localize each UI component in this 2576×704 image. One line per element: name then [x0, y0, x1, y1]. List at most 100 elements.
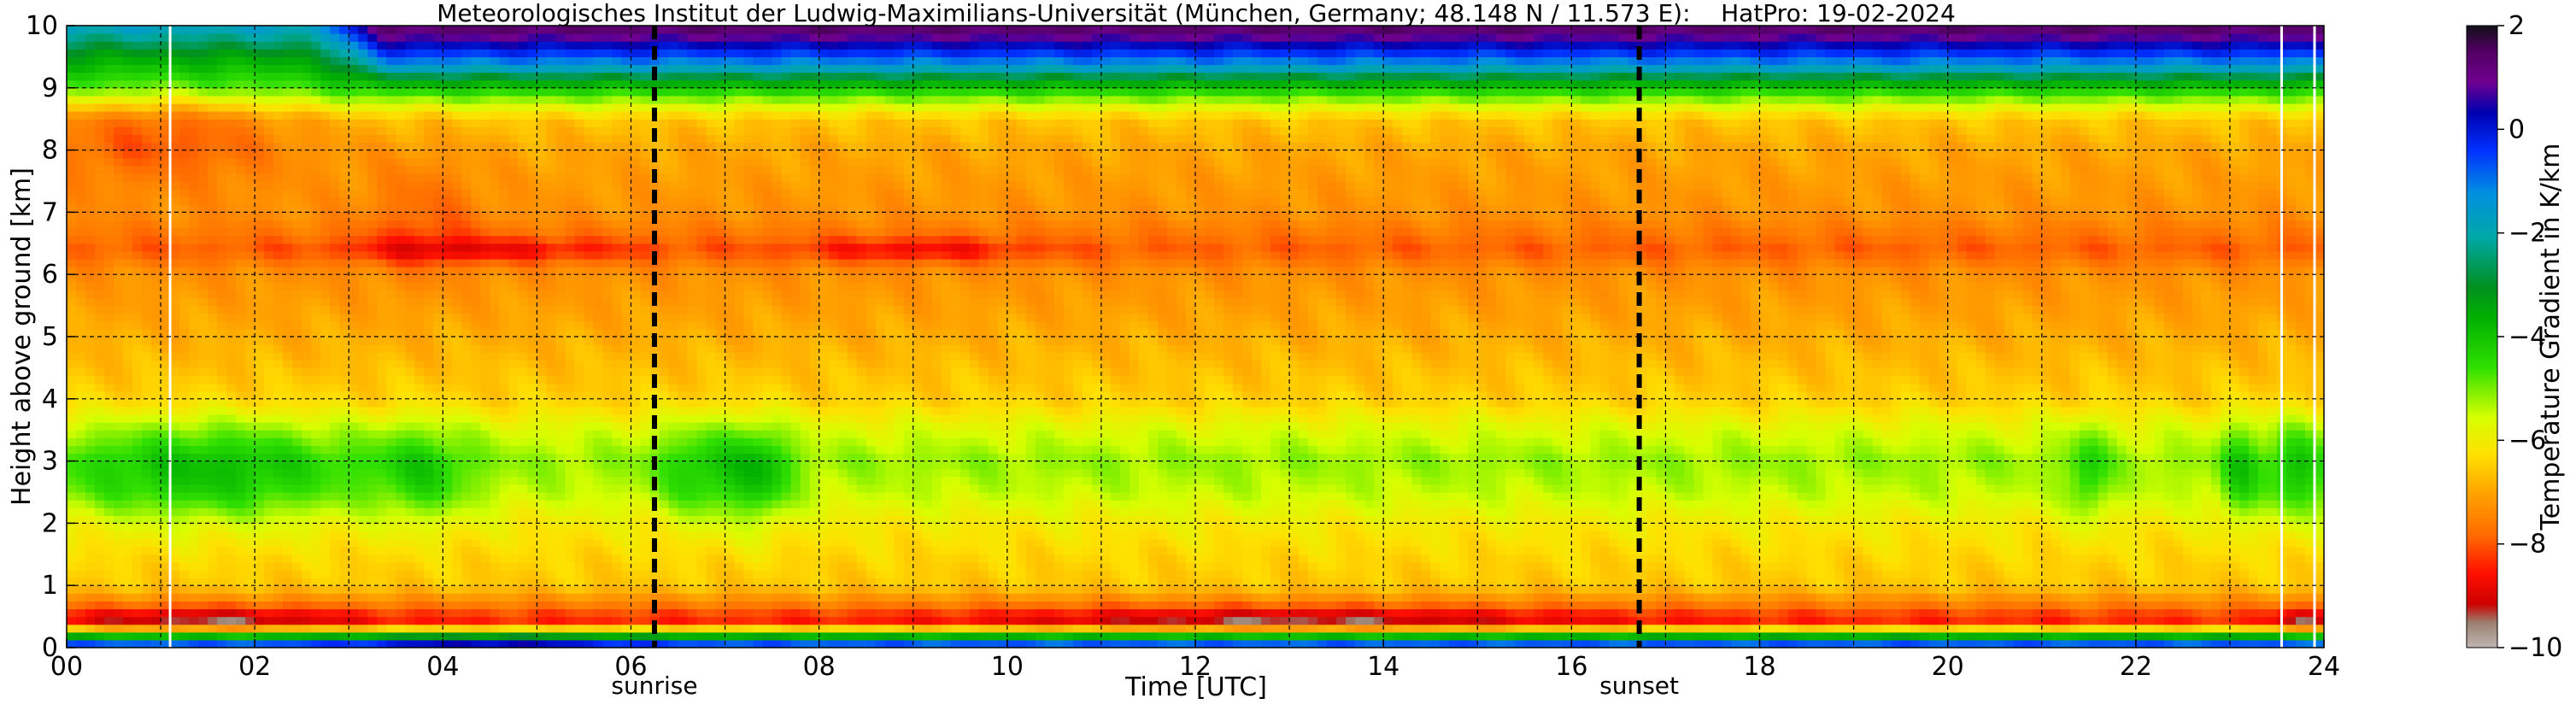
heatmap-cell	[584, 531, 595, 540]
heatmap-cell	[424, 305, 434, 314]
heatmap-cell	[443, 181, 453, 190]
heatmap-cell	[189, 259, 199, 267]
heatmap-cell	[602, 173, 613, 182]
heatmap-cell	[95, 507, 105, 516]
heatmap-cell	[292, 360, 302, 368]
heatmap-cell	[433, 631, 443, 641]
heatmap-cell	[358, 601, 368, 610]
heatmap-cell	[283, 87, 293, 97]
heatmap-cell	[151, 320, 161, 330]
heatmap-cell	[273, 320, 284, 330]
heatmap-cell	[236, 445, 246, 455]
heatmap-cell	[255, 212, 265, 221]
heatmap-cell	[574, 546, 585, 555]
heatmap-cell	[292, 422, 302, 431]
heatmap-cell	[132, 142, 143, 151]
heatmap-cell	[377, 103, 387, 112]
heatmap-cell	[584, 422, 595, 431]
heatmap-cell	[104, 390, 114, 400]
heatmap-cell	[245, 398, 255, 408]
heatmap-cell	[621, 282, 632, 290]
heatmap-cell	[377, 119, 387, 127]
heatmap-cell	[104, 414, 114, 423]
heatmap-cell	[217, 320, 227, 330]
heatmap-cell	[255, 56, 265, 66]
heatmap-cell	[245, 250, 255, 260]
heatmap-cell	[565, 608, 576, 618]
heatmap-cell	[320, 126, 331, 135]
heatmap-cell	[546, 290, 557, 299]
heatmap-cell	[302, 173, 312, 182]
heatmap-cell	[170, 157, 180, 167]
heatmap-cell	[584, 64, 595, 73]
heatmap-cell	[226, 297, 237, 307]
heatmap-cell	[367, 150, 378, 159]
heatmap-cell	[433, 390, 443, 400]
heatmap-cell	[414, 267, 425, 275]
heatmap-cell	[302, 157, 312, 167]
heatmap-cell	[593, 616, 604, 625]
heatmap-cell	[518, 531, 529, 540]
heatmap-cell	[320, 173, 331, 182]
heatmap-cell	[273, 313, 284, 322]
heatmap-cell	[76, 360, 86, 368]
heatmap-cell	[217, 390, 227, 400]
heatmap-cell	[151, 453, 161, 462]
heatmap-cell	[414, 181, 425, 190]
heatmap-cell	[386, 375, 396, 384]
heatmap-cell	[151, 445, 161, 455]
heatmap-cell	[452, 445, 462, 455]
heatmap-cell	[424, 437, 434, 446]
heatmap-cell	[208, 305, 218, 314]
heatmap-cell	[217, 616, 227, 625]
heatmap-cell	[518, 79, 529, 89]
heatmap-cell	[358, 173, 368, 182]
heatmap-cell	[433, 585, 443, 594]
heatmap-cell	[471, 616, 481, 625]
heatmap-cell	[123, 134, 133, 144]
heatmap-cell	[330, 561, 340, 571]
heatmap-cell	[584, 56, 595, 66]
heatmap-cell	[198, 87, 208, 97]
heatmap-cell	[104, 165, 114, 174]
heatmap-cell	[198, 445, 208, 455]
heatmap-cell	[593, 484, 604, 493]
heatmap-cell	[631, 111, 642, 120]
heatmap-cell	[631, 282, 642, 290]
heatmap-cell	[236, 352, 246, 361]
heatmap-cell	[443, 56, 453, 66]
heatmap-cell	[508, 561, 519, 571]
heatmap-cell	[414, 523, 425, 532]
heatmap-cell	[245, 173, 255, 182]
heatmap-cell	[264, 290, 274, 299]
heatmap-cell	[264, 33, 274, 42]
heatmap-cell	[508, 484, 519, 493]
heatmap-cell	[377, 430, 387, 438]
heatmap-cell	[508, 103, 519, 112]
heatmap-cell	[452, 352, 462, 361]
heatmap-cell	[584, 554, 595, 563]
heatmap-cell	[574, 267, 585, 275]
heatmap-cell	[358, 119, 368, 127]
heatmap-cell	[161, 461, 171, 470]
heatmap-cell	[621, 204, 632, 213]
heatmap-cell	[602, 631, 613, 641]
heatmap-cell	[302, 204, 312, 213]
heatmap-cell	[132, 290, 143, 299]
heatmap-cell	[593, 406, 604, 415]
heatmap-cell	[302, 639, 312, 648]
heatmap-cell	[67, 608, 77, 618]
heatmap-cell	[396, 142, 406, 151]
heatmap-cell	[283, 578, 293, 586]
heatmap-cell	[114, 212, 124, 221]
heatmap-cell	[377, 259, 387, 267]
heatmap-cell	[198, 204, 208, 213]
heatmap-cell	[518, 430, 529, 438]
heatmap-cell	[85, 189, 96, 197]
heatmap-cell	[414, 406, 425, 415]
heatmap-cell	[311, 616, 321, 625]
heatmap-cell	[452, 616, 462, 625]
heatmap-cell	[640, 570, 651, 578]
heatmap-cell	[405, 360, 415, 368]
heatmap-cell	[142, 126, 152, 135]
